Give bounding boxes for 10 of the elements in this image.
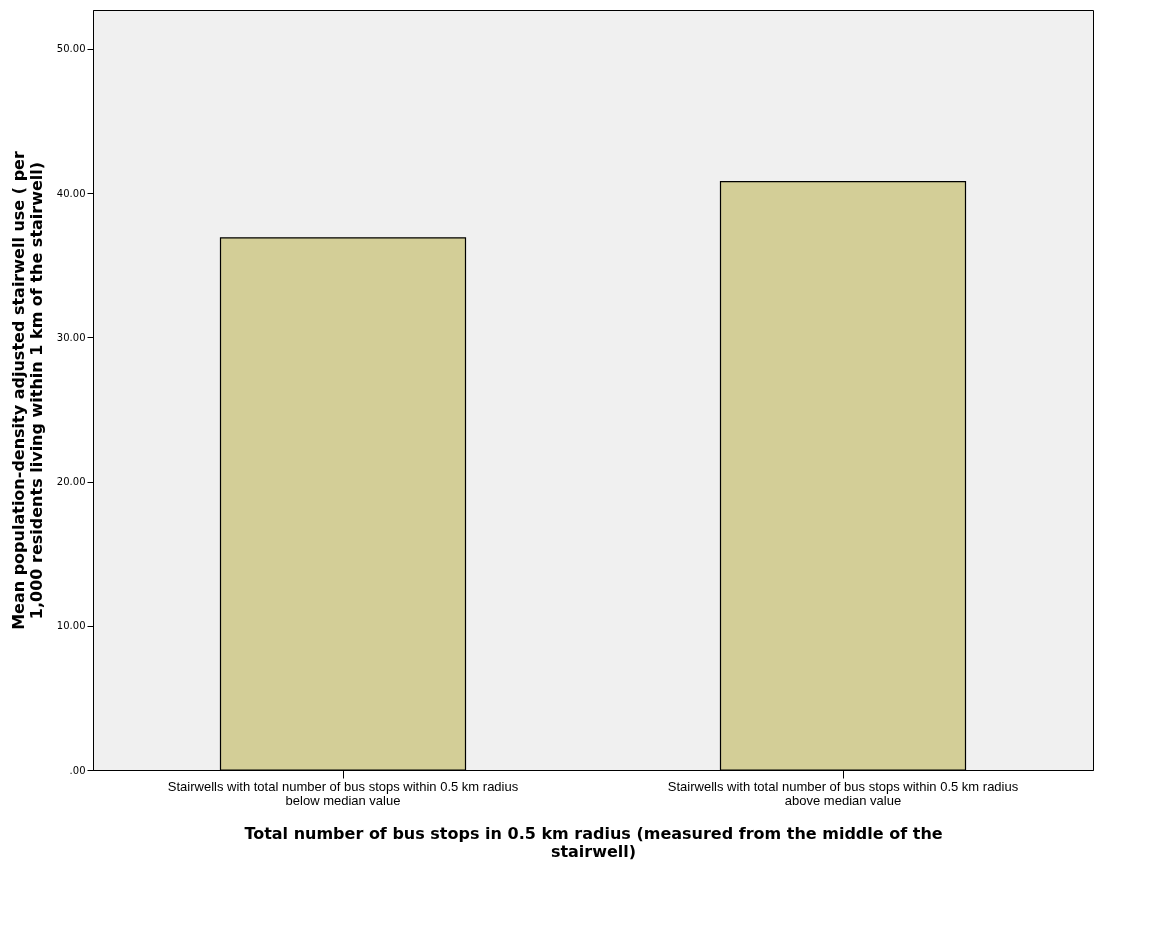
y-tick-label: 40.00 xyxy=(56,187,86,199)
y-tick-label: .00 xyxy=(69,764,86,776)
x-tick-label: Stairwells with total number of bus stops within 0.5 km radius above median value xyxy=(667,778,1019,808)
y-tick-label: 50.00 xyxy=(56,43,86,55)
y-tick-label: 20.00 xyxy=(56,476,86,488)
x-tick-label: Stairwells with total number of bus stops within 0.5 km radius below median value xyxy=(167,778,519,808)
x-axis-title: Total number of bus stops in 0.5 km radius (measured from the middle of the stairwell) xyxy=(244,823,943,861)
y-tick-label: 30.00 xyxy=(56,331,86,343)
y-tick-label: 10.00 xyxy=(56,620,86,632)
y-axis-title: Mean population-density adjusted stairwell use ( per 1,000 residents living within 1 km of the stairwell) xyxy=(8,151,46,630)
